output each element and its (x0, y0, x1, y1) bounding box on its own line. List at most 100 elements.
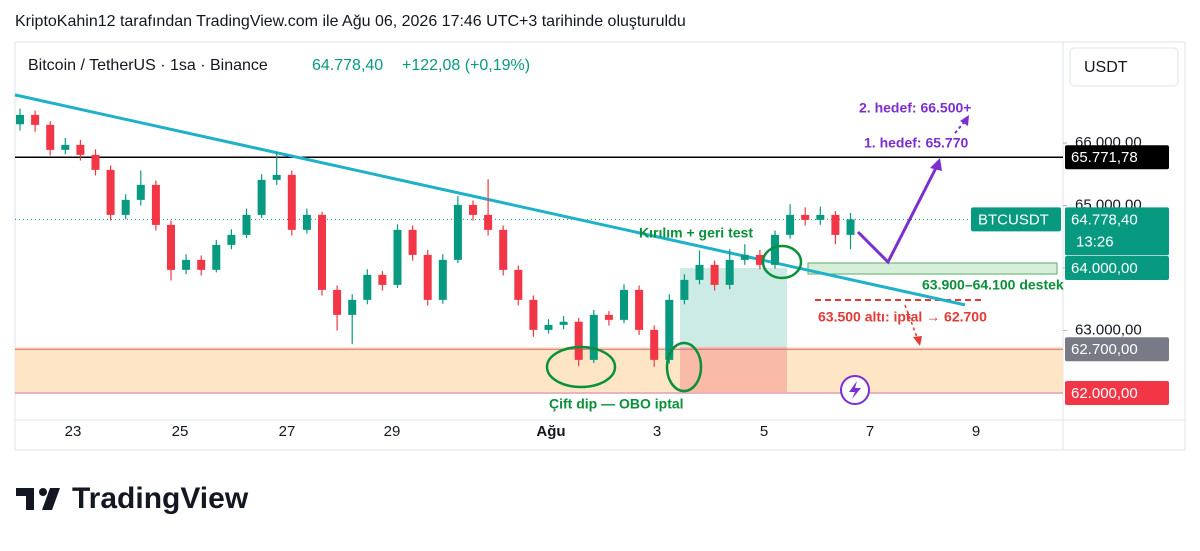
candle-body (106, 169, 115, 215)
candle-body (710, 264, 719, 285)
candle-body (620, 289, 628, 320)
arrow-head (960, 115, 969, 126)
candle-body (529, 299, 538, 330)
candle-body (257, 179, 266, 215)
x-tick-label: 29 (384, 423, 401, 440)
logo-text: TradingView (72, 482, 249, 515)
level-label: 62.700,00 (1071, 341, 1138, 358)
candle-body (740, 254, 749, 260)
candle-body (771, 234, 779, 265)
candle-body (816, 214, 825, 220)
candle-body (393, 229, 402, 285)
ellipse (761, 244, 803, 280)
candle-body (574, 321, 583, 360)
candle-body (650, 329, 659, 360)
candle-body (167, 224, 175, 270)
candle-body (227, 234, 236, 245)
level-badge (1065, 145, 1169, 170)
support-box (807, 262, 1058, 275)
level-label: 64.000,00 (1071, 260, 1138, 277)
candle-body (151, 184, 160, 225)
x-tick-label: 23 (65, 423, 82, 440)
x-tick-label: 27 (279, 423, 296, 440)
candle-body (242, 214, 251, 235)
last-price-badge (1065, 207, 1169, 256)
price-scale: 66.000,0065.000,0064.000,0063.000,0065.7… (971, 134, 1169, 405)
annotation: Kırılım + geri test (639, 225, 753, 241)
candle-body (197, 259, 206, 270)
candle-body (16, 114, 24, 125)
logo: TradingView (16, 482, 249, 515)
y-tick-label: 63.000,00 (1075, 321, 1142, 338)
candle-body (91, 154, 100, 170)
logo-mark (16, 488, 34, 496)
x-tick-label: 3 (653, 423, 661, 440)
trendline (14, 93, 966, 307)
candle-body (272, 174, 281, 180)
candle-body (121, 199, 130, 215)
countdown: 13:26 (1076, 233, 1114, 250)
candle-body (725, 259, 734, 285)
candle-body (182, 259, 191, 270)
candle-body (469, 204, 477, 215)
candle-body (378, 274, 387, 285)
last-price-label: 64.778,40 (1071, 211, 1138, 228)
x-tick-label: 5 (760, 423, 768, 440)
candle-body (695, 264, 704, 280)
candle-body (136, 184, 145, 200)
arrow-head (913, 336, 922, 346)
candle-body (46, 124, 55, 150)
event-bolt[interactable] (849, 381, 861, 399)
candle-body (31, 114, 40, 125)
annotation: 1. hedef: 65.770 (864, 135, 968, 151)
level-label: 62.000,00 (1071, 385, 1138, 402)
x-tick-label: Ağu (536, 423, 565, 440)
candle-body (499, 229, 508, 270)
candle-body (846, 219, 855, 235)
logo-mark (26, 488, 34, 510)
currency-button[interactable] (1069, 47, 1179, 87)
logo-mark (39, 488, 47, 496)
candle-body (801, 214, 810, 220)
candle-body (61, 144, 70, 150)
candle-body (786, 214, 795, 235)
ellipse (665, 341, 703, 393)
plot (14, 93, 1063, 394)
level-label: 65.771,78 (1071, 149, 1138, 166)
projection (856, 163, 940, 265)
drawings: Kırılım + geri test 63.900–64.100 destek… (545, 100, 1064, 412)
credit: KriptoKahin12 tarafından TradingView.com… (15, 13, 686, 30)
candle-body (333, 289, 342, 315)
candle-body (363, 274, 372, 300)
candle-body (348, 299, 357, 315)
symbol-label: BTCUSDT (978, 211, 1049, 228)
candle-body (453, 204, 462, 260)
x-tick-label: 7 (866, 423, 874, 440)
candle-body (680, 279, 689, 300)
annotation: 2. hedef: 66.500+ (859, 100, 971, 116)
candle-body (589, 314, 598, 360)
symbol: Bitcoin / TetherUS · 1sa · Binance (28, 57, 268, 74)
annotation: 63.900–64.100 destek (922, 277, 1064, 293)
x-tick-label: 9 (972, 423, 980, 440)
candle-body (635, 289, 644, 330)
candle-body (604, 314, 613, 320)
level-badge (1065, 256, 1169, 280)
candle-body (287, 174, 296, 230)
candle-body (544, 324, 553, 330)
demand-zone (15, 347, 1063, 392)
symbol-badge (971, 207, 1061, 232)
annotation: 63.500 altı: iptal → 62.700 (818, 309, 987, 325)
candle-body (302, 214, 311, 230)
arrow-head (930, 158, 942, 171)
currency[interactable]: USDT (1084, 59, 1128, 76)
candle-body (438, 259, 447, 300)
level-badge (1065, 381, 1169, 405)
candle-body (665, 299, 674, 360)
candle-body (408, 229, 417, 255)
candle-body (212, 244, 221, 270)
candle-body (484, 214, 493, 230)
header-change: +122,08 (+0,19%) (402, 57, 530, 74)
